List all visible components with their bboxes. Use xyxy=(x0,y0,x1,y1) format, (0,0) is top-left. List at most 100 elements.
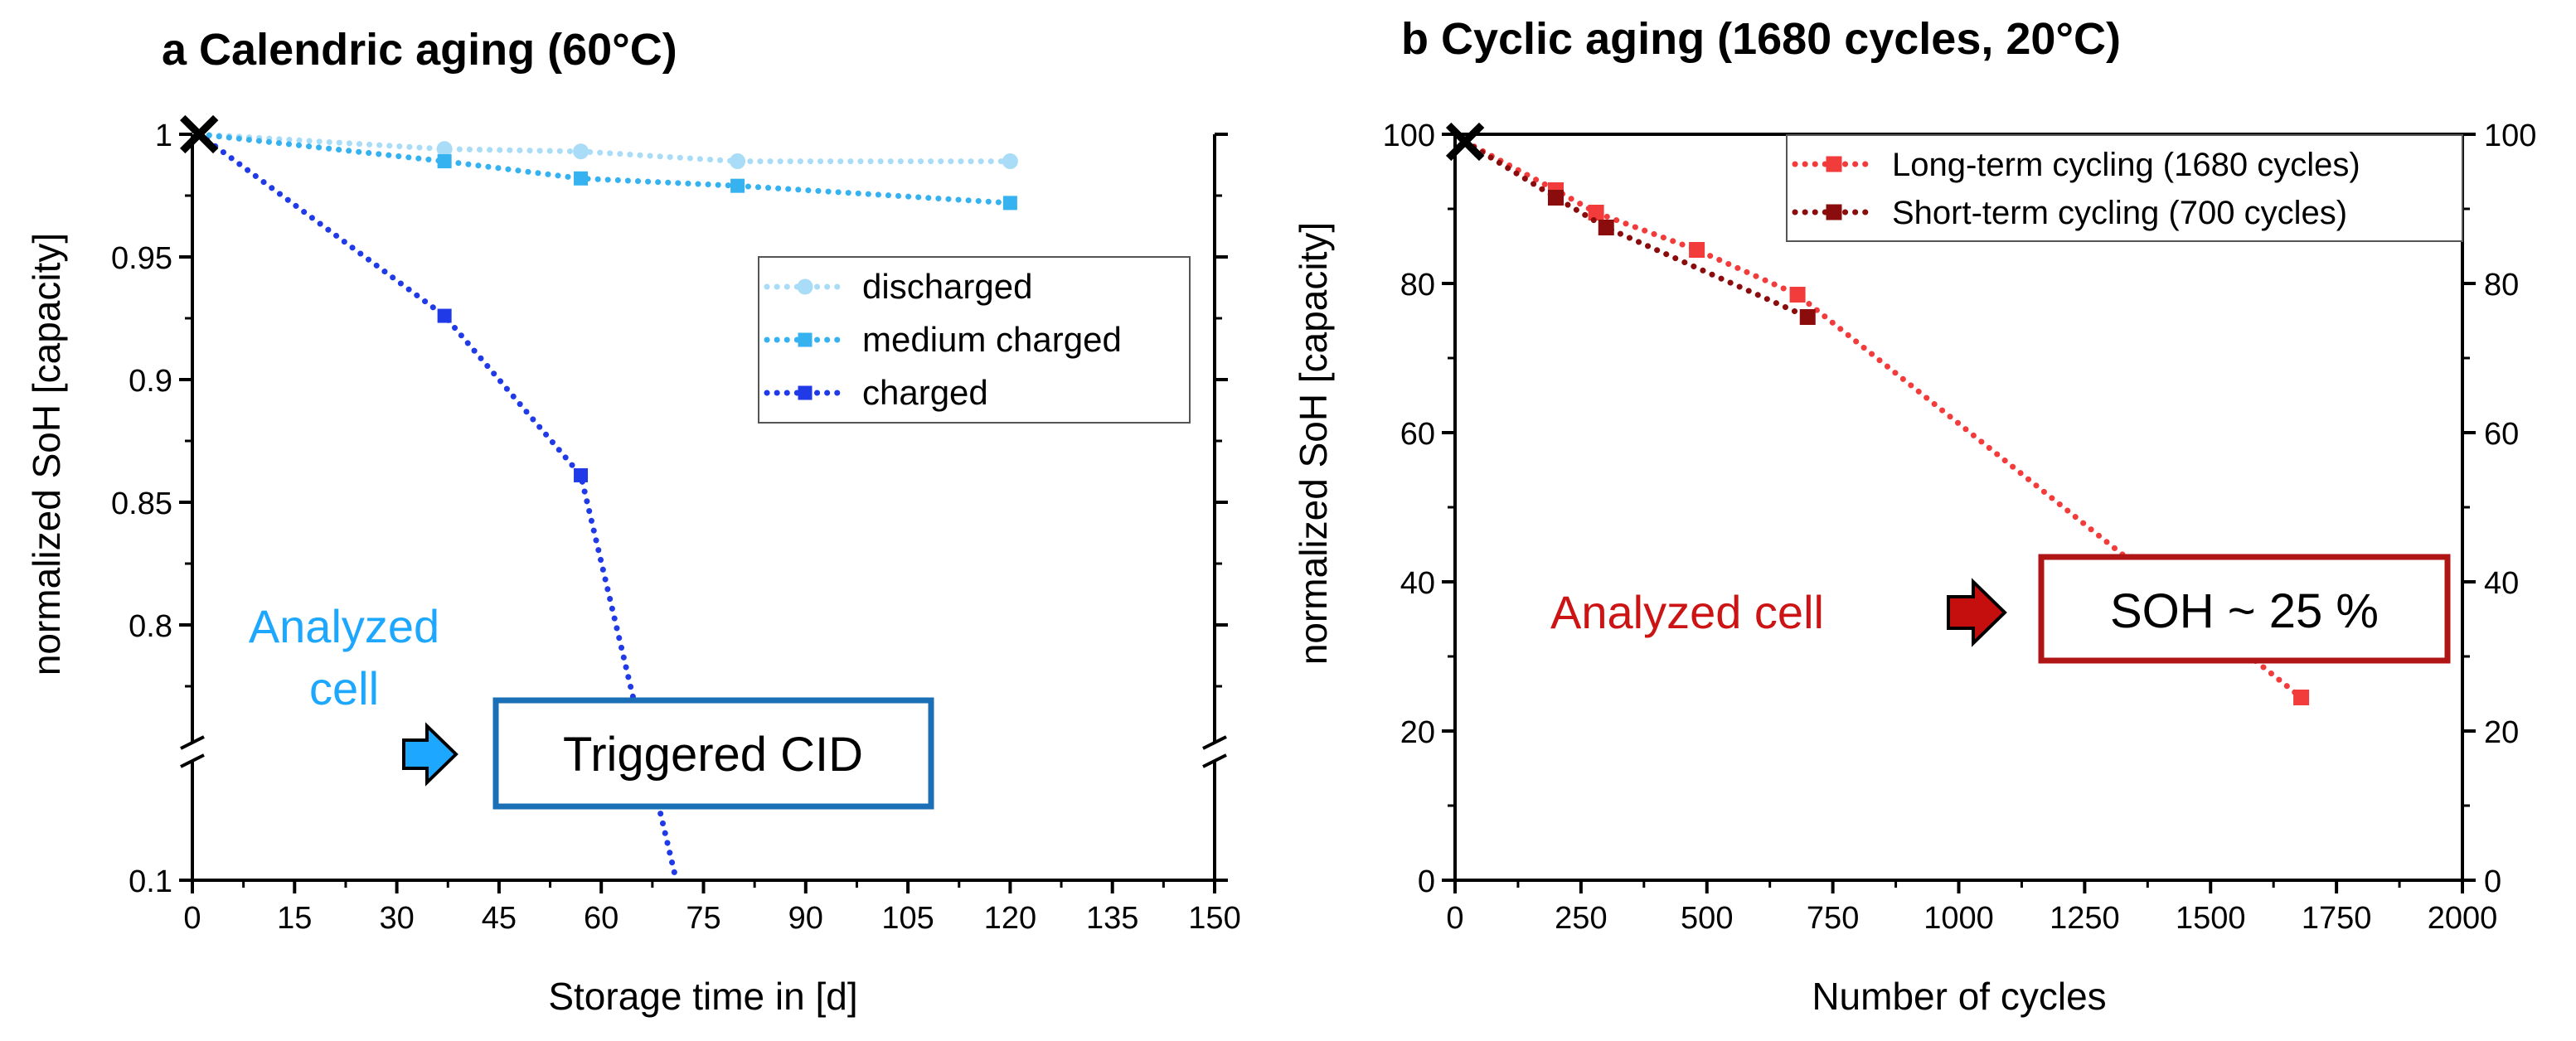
red-arrow-icon xyxy=(1947,578,2007,647)
data-point-short-term xyxy=(1598,220,1614,235)
data-point-short-term xyxy=(1548,190,1564,206)
data-point-long-term xyxy=(1789,287,1806,303)
x-tick-label: 1000 xyxy=(1924,901,1994,936)
panel-b-annotations: Analyzed cell SOH ~ 25 % xyxy=(1550,554,2451,664)
panel-a-ticks: 0 15 30 45 60 75 90 105 120 135 150 1 0.95 0.9 0.85 0.8… xyxy=(111,119,1241,936)
data-point-discharged xyxy=(573,143,589,160)
legend-swatch-marker xyxy=(798,385,813,400)
analyzed-cell-label-line1: Analyzed xyxy=(249,600,439,652)
start-cross-marker xyxy=(180,114,219,154)
legend-entry: charged xyxy=(862,373,988,412)
y-tick-label: 0 xyxy=(1418,864,1435,899)
analyzed-cell-label: Analyzed cell xyxy=(1550,586,1824,638)
legend-entry: discharged xyxy=(862,267,1032,306)
x-tick-label: 120 xyxy=(984,901,1036,936)
data-point-discharged xyxy=(436,141,453,157)
data-point-medium-charged xyxy=(574,171,589,186)
panel-a-title: a Calendric aging (60°C) xyxy=(162,25,677,75)
data-point-medium-charged xyxy=(730,178,745,193)
x-tick-label: 500 xyxy=(1681,901,1733,936)
panel-a-legend: discharged medium charged charged xyxy=(758,256,1191,424)
legend-swatch-marker xyxy=(797,278,813,295)
legend-entry: Long-term cycling (1680 cycles) xyxy=(1892,147,2360,183)
y-tick-label: 0.1 xyxy=(129,864,172,899)
legend-frame xyxy=(758,256,1191,424)
x-tick-label: 90 xyxy=(788,901,823,936)
data-point-long-term xyxy=(1689,242,1705,258)
x-tick-label: 30 xyxy=(379,901,414,936)
panel-b-series xyxy=(1445,122,2310,705)
legend-swatch-marker xyxy=(1826,156,1842,172)
x-tick-label: 150 xyxy=(1188,901,1240,936)
legend-frame xyxy=(1786,134,2463,242)
x-tick-label: 135 xyxy=(1086,901,1138,936)
axis-break-mark xyxy=(180,735,205,750)
series-line-long-term xyxy=(1462,138,2305,700)
y-tick-label: 0.95 xyxy=(111,241,172,276)
data-point-charged xyxy=(437,308,452,323)
data-point-long-term xyxy=(2293,690,2310,705)
x-tick-label: 60 xyxy=(584,901,619,936)
y-tick-label: 40 xyxy=(1400,566,1435,601)
axis-break-mark xyxy=(1202,735,1227,750)
y-right-tick-label: 0 xyxy=(2484,864,2501,899)
x-tick-label: 750 xyxy=(1807,901,1859,936)
y-tick-label: 1 xyxy=(155,119,172,153)
legend-swatch-marker xyxy=(798,332,813,347)
triggered-cid-box xyxy=(492,697,934,810)
y-right-tick-label: 60 xyxy=(2484,417,2519,452)
y-tick-label: 80 xyxy=(1400,268,1435,303)
panel-a-ylabel: normalized SoH [capacity] xyxy=(25,233,68,675)
soh-25-box xyxy=(2038,554,2451,664)
x-tick-label: 105 xyxy=(881,901,934,936)
panel-a-series xyxy=(180,114,1018,884)
panel-b-xlabel: Number of cycles xyxy=(1812,975,2106,1018)
triggered-cid-text: Triggered CID xyxy=(563,728,863,782)
axis-break-mark xyxy=(1202,753,1227,768)
panel-b-cyclic-aging: b Cyclic aging (1680 cycles, 20°C) 0 250 5… xyxy=(1292,14,2536,1018)
legend-entry: Short-term cycling (700 cycles) xyxy=(1892,195,2347,231)
data-point-long-term xyxy=(1588,205,1604,220)
legend-swatch-marker xyxy=(1826,204,1842,220)
soh-25-text: SOH ~ 25 % xyxy=(2110,584,2379,638)
y-tick-label: 100 xyxy=(1383,119,1435,153)
y-right-tick-label: 20 xyxy=(2484,715,2519,750)
y-tick-label: 0.8 xyxy=(129,609,172,644)
start-cross-marker xyxy=(1445,122,1485,162)
x-tick-label: 1250 xyxy=(2050,901,2120,936)
y-tick-label: 20 xyxy=(1400,715,1435,750)
data-point-medium-charged xyxy=(1002,196,1017,211)
analyzed-cell-label-line2: cell xyxy=(309,662,379,714)
y-right-tick-label: 80 xyxy=(2484,268,2519,303)
x-tick-label: 250 xyxy=(1555,901,1607,936)
data-point-discharged xyxy=(730,153,746,170)
axis-break-mark xyxy=(180,753,205,768)
panel-a-annotations: Analyzed cell Triggered CID xyxy=(249,600,934,810)
panel-b-legend: Long-term cycling (1680 cycles) Short-ter… xyxy=(1786,134,2463,242)
data-point-charged xyxy=(574,467,589,482)
blue-arrow-icon xyxy=(402,722,458,787)
y-tick-label: 0.85 xyxy=(111,487,172,521)
x-tick-label: 0 xyxy=(1446,901,1463,936)
x-tick-label: 2000 xyxy=(2428,901,2498,936)
data-point-medium-charged xyxy=(437,154,452,169)
y-tick-label: 0.9 xyxy=(129,364,172,399)
x-tick-label: 1750 xyxy=(2302,901,2372,936)
legend-entry: medium charged xyxy=(862,320,1122,359)
data-point-short-term xyxy=(1799,309,1816,325)
y-tick-label: 60 xyxy=(1400,417,1435,452)
y-right-tick-label: 40 xyxy=(2484,566,2519,601)
panel-b-plot-frame xyxy=(1453,133,2464,882)
panel-b-ylabel: normalized SoH [capacity] xyxy=(1292,222,1335,665)
panel-b-title: b Cyclic aging (1680 cycles, 20°C) xyxy=(1401,14,2121,64)
x-tick-label: 0 xyxy=(183,901,201,936)
x-tick-label: 1500 xyxy=(2176,901,2246,936)
x-tick-label: 15 xyxy=(277,901,312,936)
series-line-charged xyxy=(196,131,680,884)
data-point-discharged xyxy=(1002,153,1018,170)
series-line-medium-charged xyxy=(196,131,1013,206)
panel-a-xlabel: Storage time in [d] xyxy=(548,975,857,1018)
y-right-tick-label: 100 xyxy=(2484,119,2536,153)
